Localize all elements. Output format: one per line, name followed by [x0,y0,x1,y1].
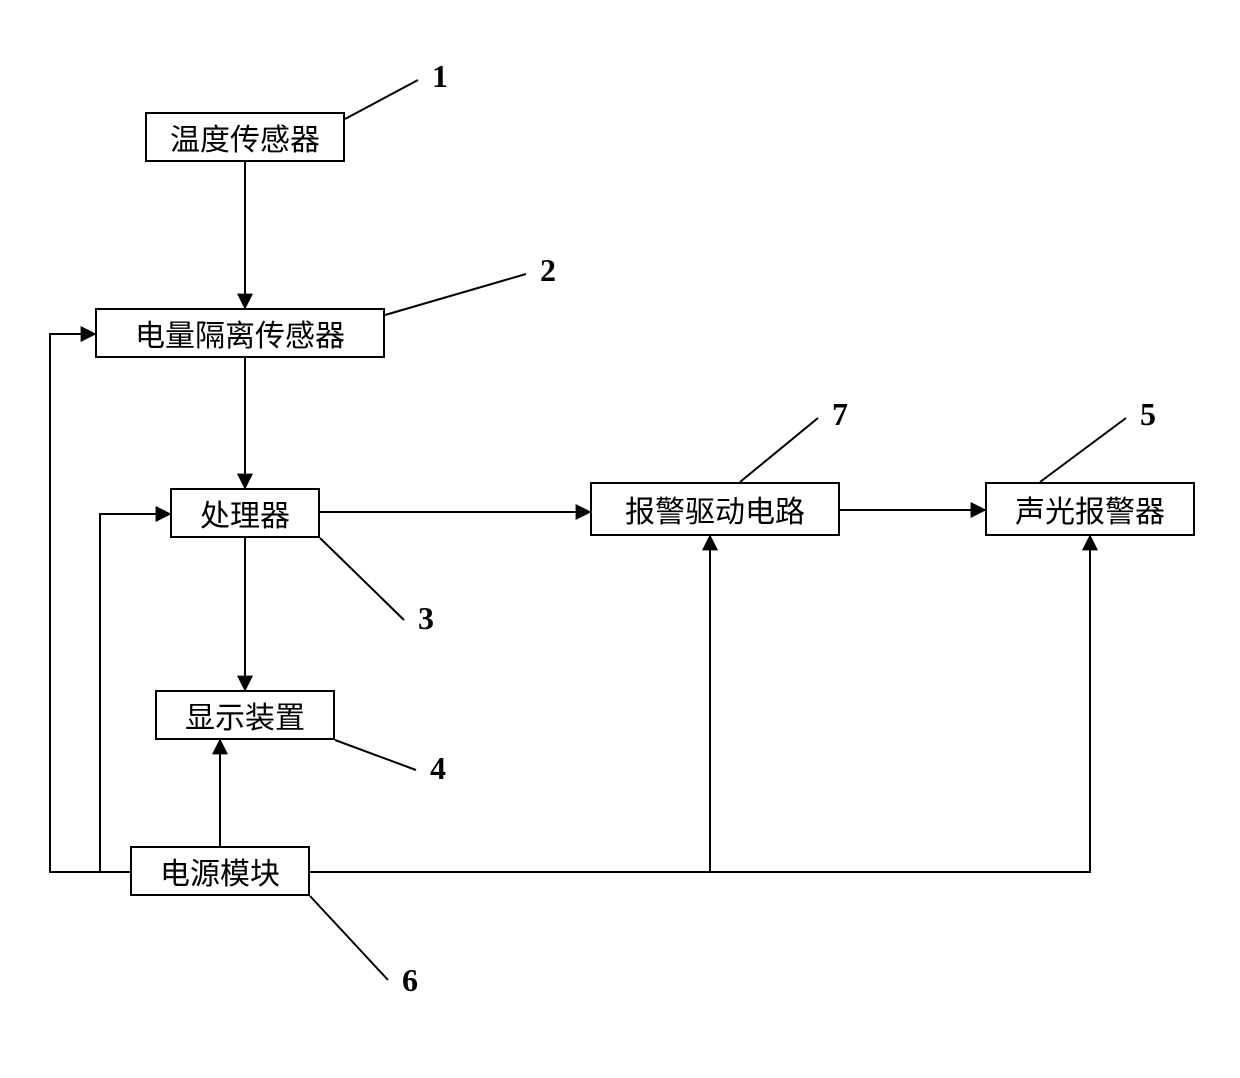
leader-4 [1040,418,1126,482]
node-n7: 报警驱动电路 [590,482,840,536]
leader-3 [335,740,416,770]
node-n4: 显示装置 [155,690,335,740]
node-n3: 处理器 [170,488,320,538]
edge-8 [310,536,710,872]
node-label: 电量隔离传感器 [135,311,345,355]
node-label: 处理器 [200,491,290,535]
node-label: 电源模块 [160,849,280,893]
leader-6 [740,418,818,482]
node-label: 声光报警器 [1015,487,1165,531]
ref-label-text: 1 [432,58,448,94]
leader-5 [310,896,388,980]
ref-label-4: 4 [430,750,446,787]
node-n5: 声光报警器 [985,482,1195,536]
ref-label-text: 7 [832,396,848,432]
node-label: 温度传感器 [170,115,320,159]
leader-1 [385,274,526,315]
edge-9 [310,536,1090,872]
ref-label-text: 6 [402,962,418,998]
node-n6: 电源模块 [130,846,310,896]
node-n2: 电量隔离传感器 [95,308,385,358]
node-n1: 温度传感器 [145,112,345,162]
leader-0 [345,80,418,119]
ref-label-1: 1 [432,58,448,95]
ref-label-6: 6 [402,962,418,999]
node-label: 显示装置 [185,693,305,737]
edge-6 [50,334,130,872]
node-label: 报警驱动电路 [625,487,805,531]
ref-label-7: 7 [832,396,848,433]
ref-label-3: 3 [418,600,434,637]
ref-label-text: 4 [430,750,446,786]
leader-2 [320,538,404,620]
ref-label-2: 2 [540,252,556,289]
ref-label-text: 5 [1140,396,1156,432]
ref-label-text: 3 [418,600,434,636]
ref-label-text: 2 [540,252,556,288]
ref-label-5: 5 [1140,396,1156,433]
